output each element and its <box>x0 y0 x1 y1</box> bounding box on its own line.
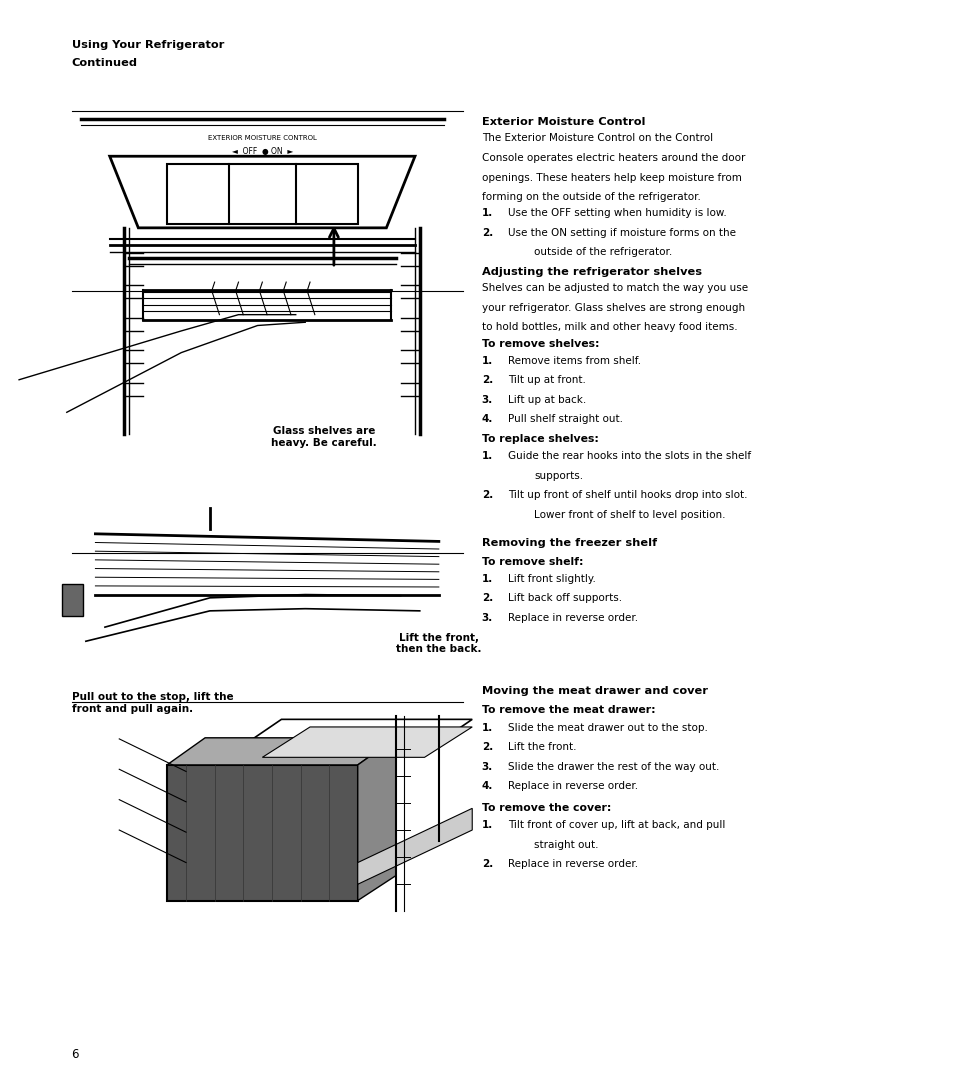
Text: The Exterior Moisture Control on the Control: The Exterior Moisture Control on the Con… <box>481 133 712 143</box>
Text: To remove the meat drawer:: To remove the meat drawer: <box>481 705 655 715</box>
FancyBboxPatch shape <box>167 164 357 224</box>
Text: outside of the refrigerator.: outside of the refrigerator. <box>534 247 672 257</box>
Text: 2.: 2. <box>481 593 493 603</box>
Text: Lift back off supports.: Lift back off supports. <box>508 593 622 603</box>
Text: Adjusting the refrigerator shelves: Adjusting the refrigerator shelves <box>481 267 701 277</box>
Text: Console operates electric heaters around the door: Console operates electric heaters around… <box>481 153 744 163</box>
Text: 1.: 1. <box>481 208 493 218</box>
Text: 1.: 1. <box>481 723 493 732</box>
Text: Pull out to the stop, lift the
front and pull again.: Pull out to the stop, lift the front and… <box>71 692 233 714</box>
Text: Pull shelf straight out.: Pull shelf straight out. <box>508 414 623 424</box>
Text: 2.: 2. <box>481 859 493 869</box>
Text: EXTERIOR MOISTURE CONTROL: EXTERIOR MOISTURE CONTROL <box>208 135 316 141</box>
Text: Use the OFF setting when humidity is low.: Use the OFF setting when humidity is low… <box>508 208 726 218</box>
Text: your refrigerator. Glass shelves are strong enough: your refrigerator. Glass shelves are str… <box>481 303 744 312</box>
Text: openings. These heaters help keep moisture from: openings. These heaters help keep moistu… <box>481 173 740 182</box>
Text: Shelves can be adjusted to match the way you use: Shelves can be adjusted to match the way… <box>481 283 747 293</box>
Polygon shape <box>262 727 472 757</box>
Text: To replace shelves:: To replace shelves: <box>481 434 598 444</box>
Text: supports.: supports. <box>534 471 582 481</box>
Text: ◄  OFF  ● ON  ►: ◄ OFF ● ON ► <box>232 148 293 156</box>
Text: 2.: 2. <box>481 228 493 238</box>
Text: to hold bottles, milk and other heavy food items.: to hold bottles, milk and other heavy fo… <box>481 322 737 332</box>
Text: 4.: 4. <box>481 414 493 424</box>
Polygon shape <box>167 738 395 765</box>
Polygon shape <box>357 738 395 901</box>
Text: Tilt front of cover up, lift at back, and pull: Tilt front of cover up, lift at back, an… <box>508 820 725 830</box>
Text: To remove shelf:: To remove shelf: <box>481 557 582 566</box>
Text: Slide the drawer the rest of the way out.: Slide the drawer the rest of the way out… <box>508 762 720 771</box>
Text: forming on the outside of the refrigerator.: forming on the outside of the refrigerat… <box>481 192 700 202</box>
Polygon shape <box>357 808 472 884</box>
Text: Tilt up front of shelf until hooks drop into slot.: Tilt up front of shelf until hooks drop … <box>508 490 747 500</box>
Text: Lift up at back.: Lift up at back. <box>508 395 586 405</box>
Text: Tilt up at front.: Tilt up at front. <box>508 375 586 385</box>
Text: 4.: 4. <box>481 781 493 791</box>
Text: 3.: 3. <box>481 762 493 771</box>
FancyBboxPatch shape <box>62 584 83 616</box>
Text: 3.: 3. <box>481 613 493 623</box>
Text: Exterior Moisture Control: Exterior Moisture Control <box>481 117 644 127</box>
Text: 1.: 1. <box>481 574 493 584</box>
Text: Lift front slightly.: Lift front slightly. <box>508 574 596 584</box>
Text: Remove items from shelf.: Remove items from shelf. <box>508 356 641 366</box>
Text: Moving the meat drawer and cover: Moving the meat drawer and cover <box>481 686 707 695</box>
Text: Use the ON setting if moisture forms on the: Use the ON setting if moisture forms on … <box>508 228 736 238</box>
Text: Replace in reverse order.: Replace in reverse order. <box>508 859 638 869</box>
Text: 3.: 3. <box>481 395 493 405</box>
Text: straight out.: straight out. <box>534 840 598 850</box>
Text: 2.: 2. <box>481 375 493 385</box>
Text: Glass shelves are
heavy. Be careful.: Glass shelves are heavy. Be careful. <box>272 426 376 448</box>
Text: 1.: 1. <box>481 820 493 830</box>
Text: To remove the cover:: To remove the cover: <box>481 803 611 813</box>
Text: Removing the freezer shelf: Removing the freezer shelf <box>481 538 657 548</box>
Text: Continued: Continued <box>71 58 137 67</box>
Text: Replace in reverse order.: Replace in reverse order. <box>508 613 638 623</box>
Text: Lift the front.: Lift the front. <box>508 742 577 752</box>
Polygon shape <box>167 765 357 901</box>
Text: Using Your Refrigerator: Using Your Refrigerator <box>71 40 224 50</box>
Text: 2.: 2. <box>481 742 493 752</box>
Text: Slide the meat drawer out to the stop.: Slide the meat drawer out to the stop. <box>508 723 708 732</box>
Text: 1.: 1. <box>481 451 493 461</box>
Text: To remove shelves:: To remove shelves: <box>481 339 598 348</box>
Text: 6: 6 <box>71 1048 79 1061</box>
Text: 1.: 1. <box>481 356 493 366</box>
Text: Replace in reverse order.: Replace in reverse order. <box>508 781 638 791</box>
Text: Lower front of shelf to level position.: Lower front of shelf to level position. <box>534 510 725 520</box>
Text: Lift the front,
then the back.: Lift the front, then the back. <box>395 633 481 654</box>
Text: Guide the rear hooks into the slots in the shelf: Guide the rear hooks into the slots in t… <box>508 451 751 461</box>
Text: 2.: 2. <box>481 490 493 500</box>
